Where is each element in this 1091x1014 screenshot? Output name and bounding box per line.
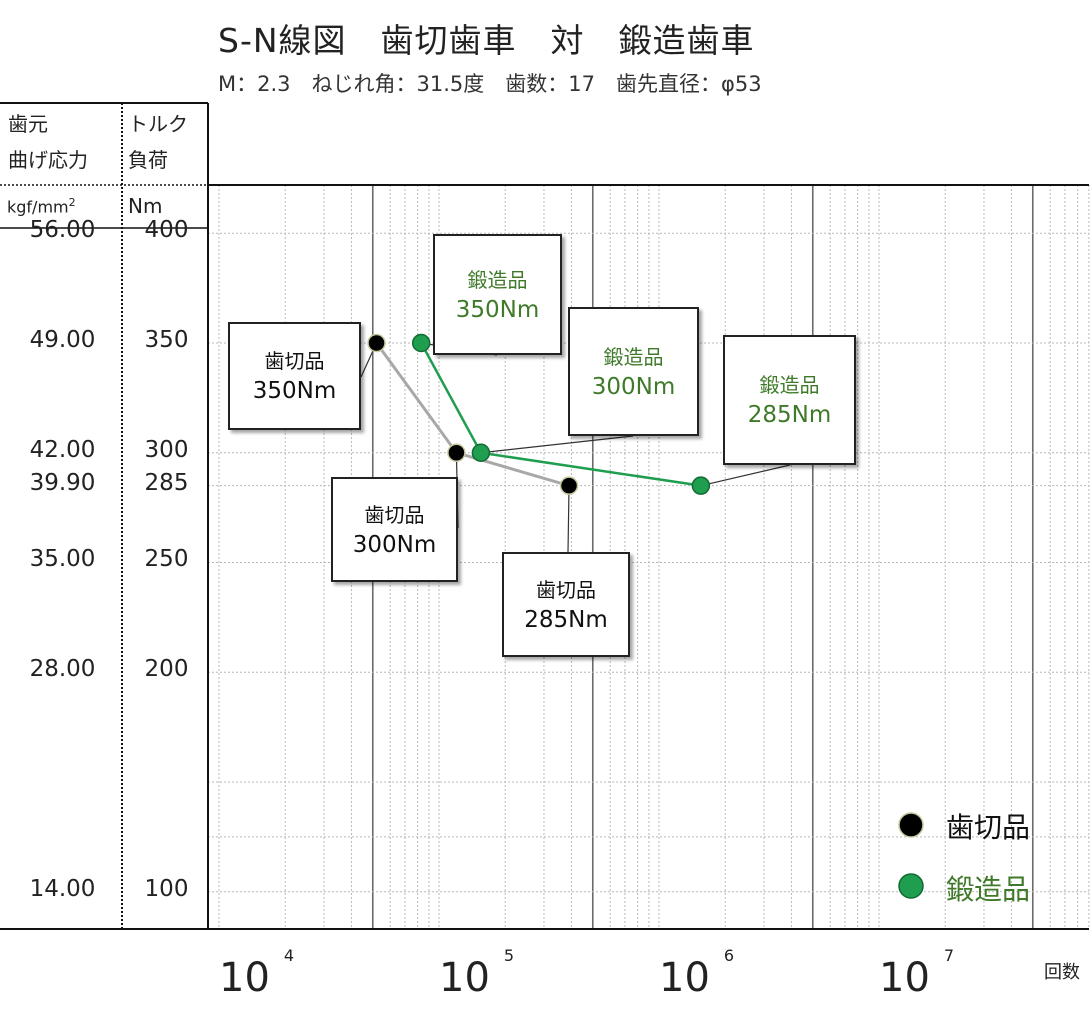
stress-tick-label: 28.00 bbox=[29, 656, 96, 683]
x-tick-exponent: 7 bbox=[943, 946, 955, 965]
stress-tick-label: 14.00 bbox=[29, 875, 96, 902]
chart-frame bbox=[0, 102, 1089, 930]
torque-tick-label: 250 bbox=[144, 546, 189, 573]
callout-hobbed: 歯切品 285Nm bbox=[502, 552, 630, 657]
data-point-forged bbox=[411, 333, 431, 353]
torque-tick-label: 100 bbox=[144, 875, 189, 902]
callout-hobbed: 歯切品 300Nm bbox=[331, 477, 458, 582]
torque-tick-label: 300 bbox=[144, 436, 189, 463]
x-tick-base: 10 bbox=[879, 955, 930, 1001]
data-point-forged bbox=[471, 443, 491, 463]
callout-forged: 鍛造品 285Nm bbox=[723, 335, 856, 465]
callout-part-label: 歯切品 bbox=[536, 577, 596, 602]
x-tick-exponent: 5 bbox=[503, 946, 515, 965]
stress-tick-label: 39.90 bbox=[29, 469, 96, 496]
legend-forged-marker bbox=[898, 873, 924, 899]
x-tick-label: 10 7 bbox=[879, 946, 954, 1001]
callout-part-label: 歯切品 bbox=[264, 349, 325, 373]
series-points bbox=[367, 333, 711, 495]
callout-hobbed: 歯切品 350Nm bbox=[228, 322, 361, 430]
stress-header: 歯元 曲げ応力 bbox=[8, 112, 88, 172]
callout-forged: 鍛造品 350Nm bbox=[433, 234, 562, 355]
legend-hobbed-label: 歯切品 bbox=[946, 811, 1031, 844]
callout-torque-label: 285Nm bbox=[524, 606, 608, 633]
callout-part-label: 鍛造品 bbox=[467, 267, 528, 292]
x-tick-base: 10 bbox=[219, 955, 270, 1001]
callout-part-label: 鍛造品 bbox=[603, 344, 664, 369]
stress-tick-label: 35.00 bbox=[29, 546, 96, 573]
legend-markers bbox=[898, 812, 924, 899]
x-tick-label: 10 5 bbox=[439, 946, 514, 1001]
stress-tick-label: 49.00 bbox=[29, 327, 96, 354]
torque-tick-label: 350 bbox=[144, 327, 189, 354]
callout-part-label: 歯切品 bbox=[364, 502, 425, 527]
chart-title: S-N線図 歯切歯車 対 鍛造歯車 bbox=[218, 21, 755, 60]
x-axis-unit: 回数 bbox=[1044, 962, 1080, 983]
torque-tick-label: 400 bbox=[144, 217, 189, 244]
callout-forged: 鍛造品 300Nm bbox=[568, 307, 699, 436]
x-tick-label: 10 6 bbox=[659, 946, 734, 1001]
stress-tick-label: 42.00 bbox=[29, 436, 96, 463]
x-tick-exponent: 4 bbox=[283, 946, 295, 965]
callout-torque-label: 285Nm bbox=[747, 402, 832, 428]
callout-torque-label: 350Nm bbox=[252, 378, 337, 404]
chart-subtitle: M：2.3 ねじれ角：31.5度 歯数：17 歯先直径：φ53 bbox=[218, 72, 762, 96]
callout-torque-label: 300Nm bbox=[352, 531, 437, 558]
callout-leader-line bbox=[567, 485, 570, 553]
stress-unit: kgf/mm2 bbox=[7, 196, 76, 217]
callout-part-label: 鍛造品 bbox=[759, 373, 820, 397]
callout-torque-label: 350Nm bbox=[455, 296, 540, 323]
callout-leader-line bbox=[480, 435, 634, 454]
x-tick-base: 10 bbox=[659, 955, 710, 1001]
x-tick-base: 10 bbox=[439, 955, 490, 1001]
data-point-hobbed bbox=[559, 476, 579, 495]
torque-header: トルク 負荷 bbox=[128, 112, 188, 172]
legend-forged-label: 鍛造品 bbox=[946, 873, 1031, 906]
legend-hobbed-marker bbox=[898, 812, 924, 838]
data-point-hobbed bbox=[447, 443, 466, 463]
stress-tick-label: 56.00 bbox=[29, 217, 96, 244]
torque-tick-label: 200 bbox=[144, 656, 189, 683]
callout-leader-line bbox=[700, 464, 791, 487]
callout-torque-label: 300Nm bbox=[591, 373, 676, 400]
torque-unit: Nm bbox=[128, 194, 163, 218]
torque-tick-label: 285 bbox=[144, 469, 189, 496]
x-tick-label: 10 4 bbox=[219, 946, 294, 1001]
data-point-forged bbox=[691, 476, 711, 495]
x-tick-exponent: 6 bbox=[723, 946, 735, 965]
data-point-hobbed bbox=[367, 333, 386, 353]
